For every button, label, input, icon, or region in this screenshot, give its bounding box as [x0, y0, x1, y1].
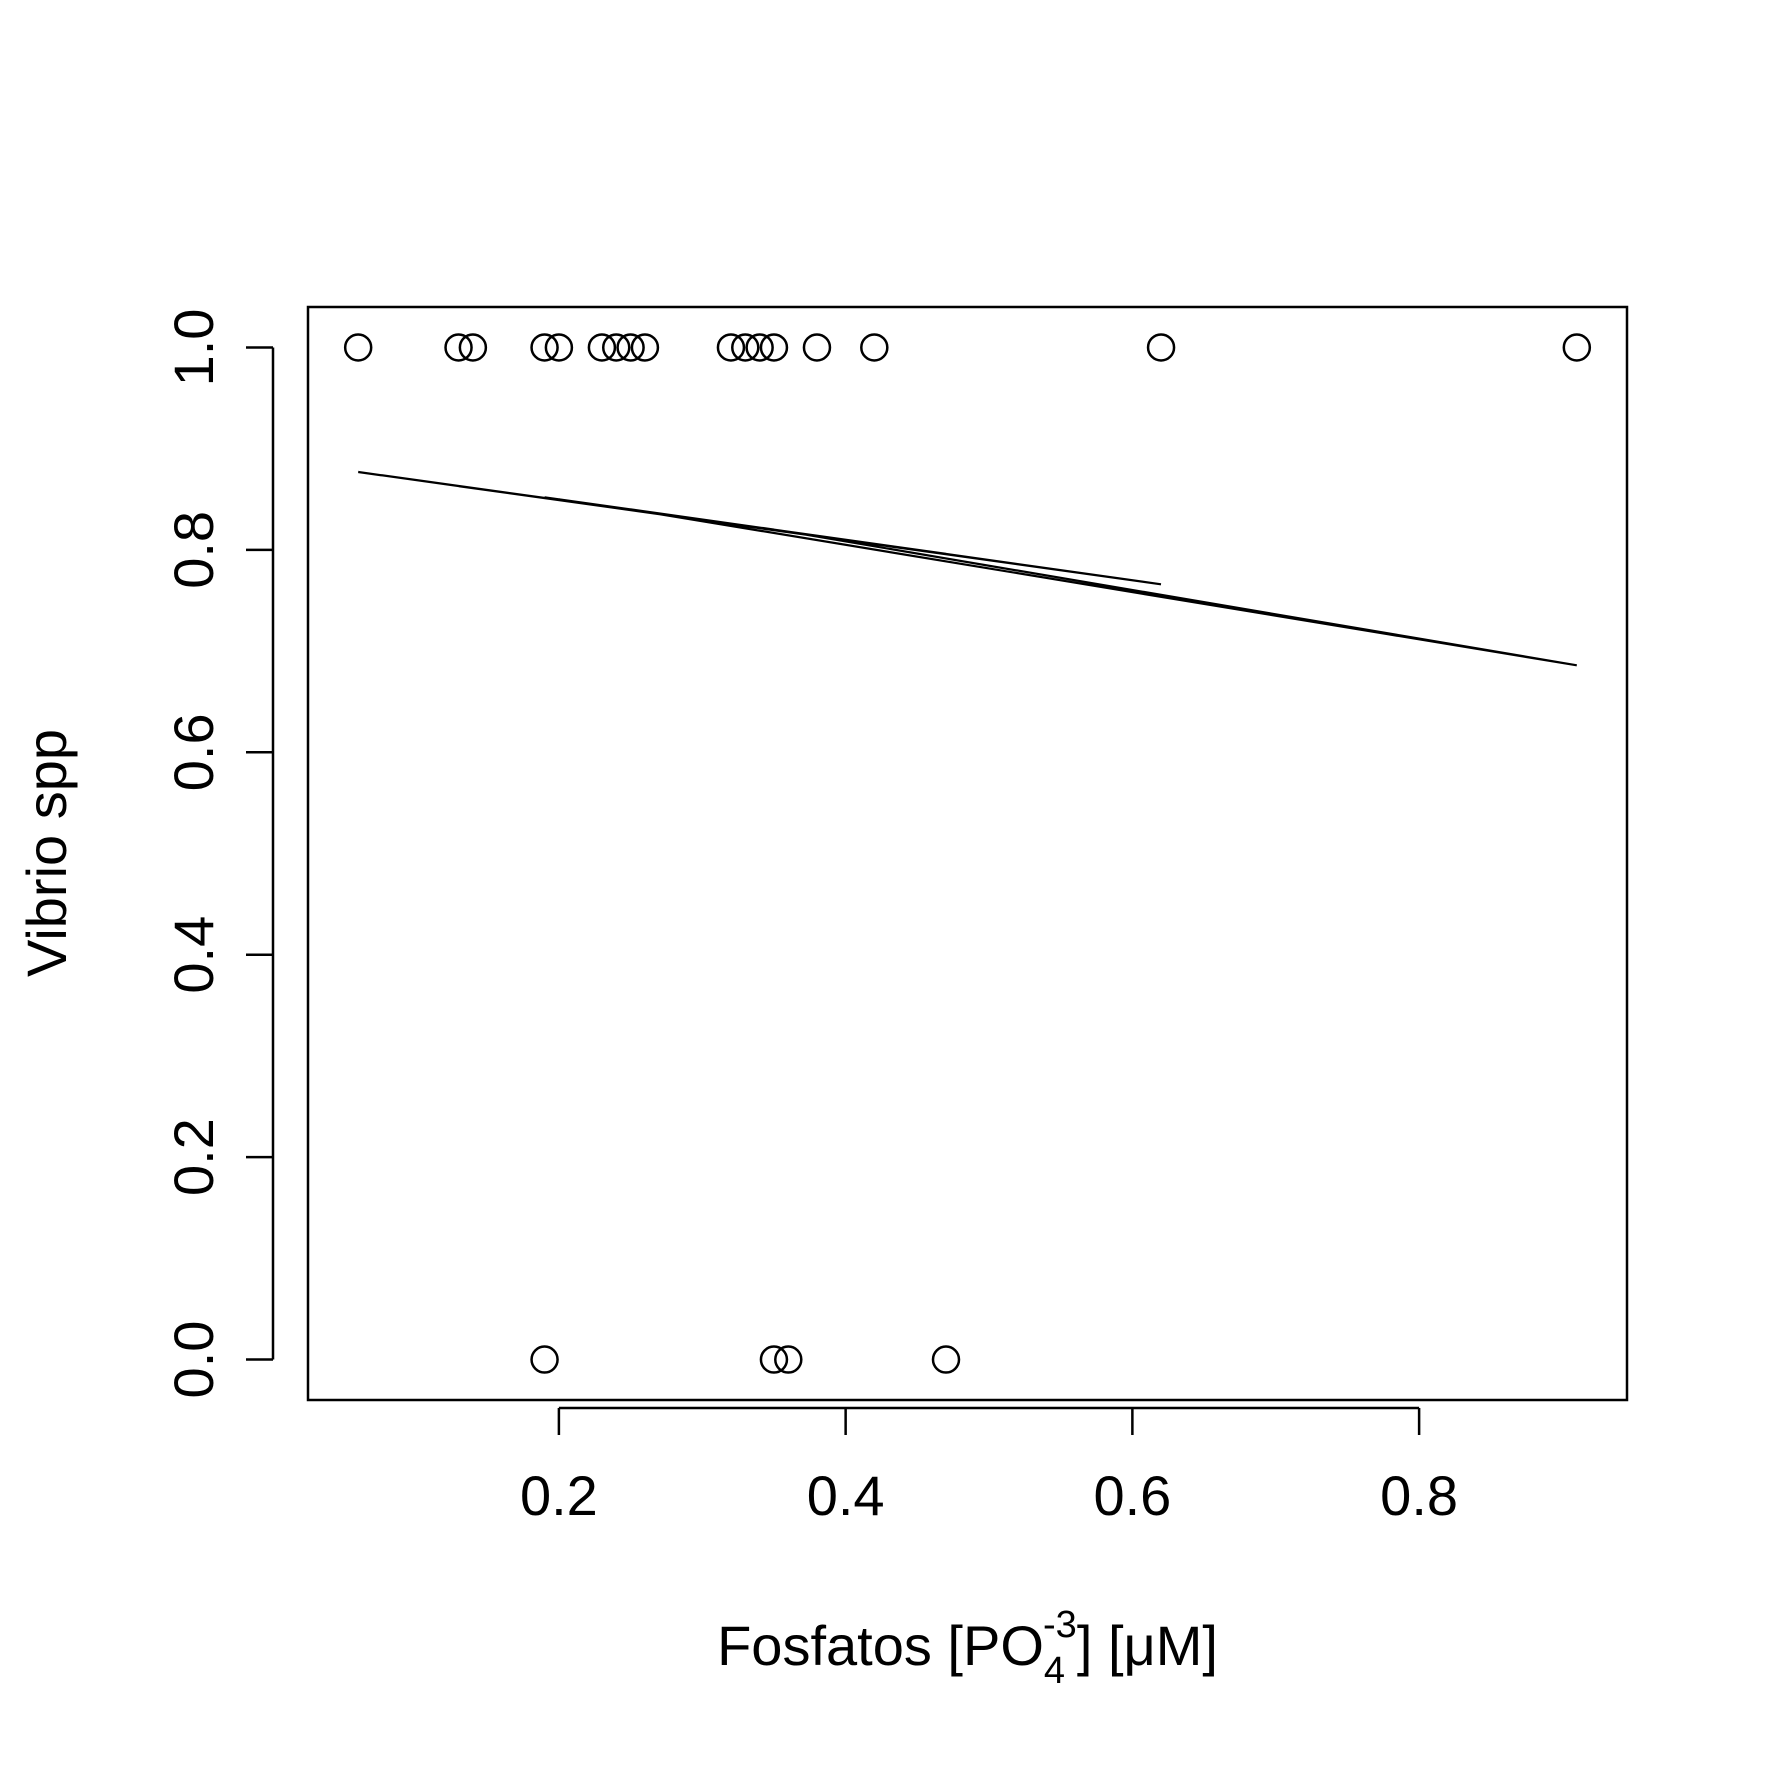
- x-tick-label: 0.6: [1093, 1464, 1171, 1527]
- y-tick-label: 0.8: [162, 511, 225, 589]
- x-axis-label-tail: ] [μM]: [1077, 1614, 1218, 1677]
- x-tick-label: 0.2: [520, 1464, 598, 1527]
- data-point: [587, 333, 617, 362]
- x-axis-label: Fosfatos [PO4-3] [μM]: [717, 1604, 1218, 1692]
- data-point: [931, 1345, 961, 1374]
- data-point: [745, 333, 774, 362]
- data-point: [530, 333, 559, 362]
- y-axis: 0.0 0.2 0.4 0.6 0.8 1.0: [162, 309, 275, 1399]
- x-axis-label-main: Fosfatos [PO: [717, 1614, 1044, 1677]
- x-axis-label-superscript: -3: [1043, 1604, 1077, 1646]
- plot-frame: [306, 305, 1629, 1402]
- data-point: [802, 333, 832, 362]
- data-point: [458, 333, 488, 362]
- data-point: [860, 333, 889, 362]
- data-point: [630, 333, 660, 362]
- points-layer: [343, 333, 1592, 1374]
- x-axis-label-subscript: 4: [1044, 1650, 1065, 1692]
- x-tick-label: 0.8: [1380, 1464, 1458, 1527]
- data-point: [343, 333, 373, 362]
- fitted-line: [358, 470, 1577, 667]
- y-tick-label: 1.0: [162, 309, 225, 387]
- y-tick-label: 0.4: [162, 916, 225, 994]
- data-point: [544, 333, 574, 362]
- data-point: [1146, 333, 1176, 362]
- x-axis: 0.2 0.4 0.6 0.8: [520, 1406, 1458, 1527]
- data-point: [530, 1345, 559, 1374]
- fit-layer: [358, 470, 1577, 667]
- data-point: [601, 333, 631, 362]
- data-point: [616, 333, 645, 362]
- x-tick-label: 0.4: [807, 1464, 885, 1527]
- y-tick-label: 0.6: [162, 713, 225, 791]
- data-point: [774, 1345, 803, 1374]
- y-tick-label: 0.2: [162, 1118, 225, 1196]
- data-point: [716, 333, 746, 362]
- data-point: [731, 333, 760, 362]
- data-point: [1562, 333, 1592, 362]
- data-point: [444, 333, 473, 362]
- y-axis-label: Vibrio spp: [15, 729, 78, 977]
- data-point: [759, 333, 789, 362]
- data-point: [759, 1345, 789, 1374]
- y-tick-label: 0.0: [162, 1321, 225, 1399]
